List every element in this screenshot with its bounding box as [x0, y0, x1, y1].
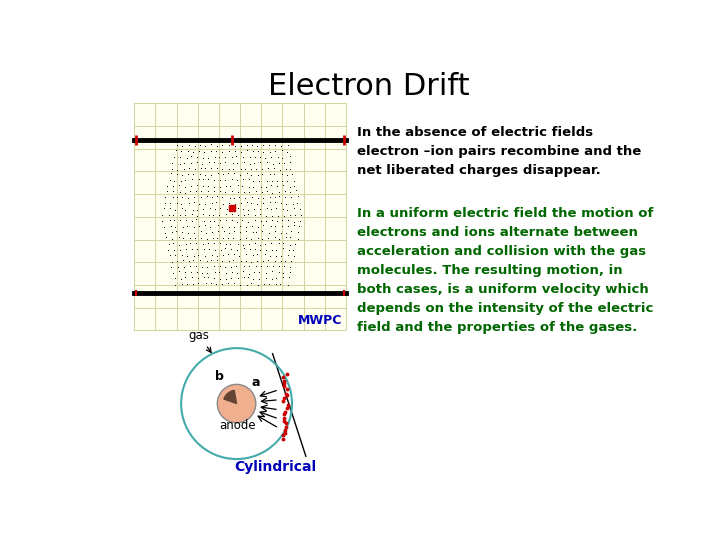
Text: Electron Drift: Electron Drift — [268, 72, 470, 101]
Text: anode: anode — [220, 419, 256, 432]
Text: In a uniform electric field the motion of
electrons and ions alternate between
a: In a uniform electric field the motion o… — [357, 207, 654, 334]
Text: MWPC: MWPC — [297, 314, 342, 327]
Circle shape — [217, 384, 256, 423]
Text: gas: gas — [189, 329, 211, 353]
Text: b: b — [215, 370, 224, 383]
Text: Cylindrical: Cylindrical — [234, 460, 316, 474]
Text: a: a — [252, 376, 261, 389]
Polygon shape — [224, 390, 237, 403]
Bar — [134, 103, 346, 330]
Text: In the absence of electric fields
electron –ion pairs recombine and the
net libe: In the absence of electric fields electr… — [357, 126, 642, 178]
